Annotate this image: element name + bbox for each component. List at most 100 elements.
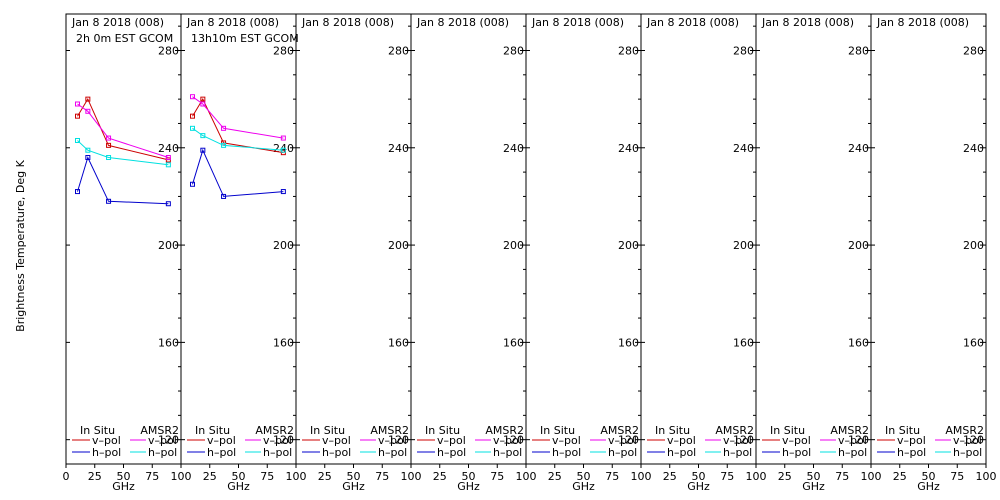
x-tick-label: 25 bbox=[318, 470, 332, 483]
panel-title: Jan 8 2018 (008) bbox=[301, 16, 394, 29]
x-axis-label: GHz bbox=[342, 480, 365, 493]
panel-3: Jan 8 2018 (008) 120 160 200 240 280 25 50 75 100… bbox=[295, 13, 422, 493]
x-axis-label: GHz bbox=[572, 480, 595, 493]
x-axis-label: GHz bbox=[457, 480, 480, 493]
data-point bbox=[280, 135, 286, 141]
y-tick-label: 120 bbox=[733, 434, 754, 447]
y-tick-label: 160 bbox=[963, 336, 984, 349]
legend-vpol-in-situ-label: v–pol bbox=[782, 434, 811, 447]
x-tick-label: 25 bbox=[663, 470, 677, 483]
legend-in-situ: In Situ bbox=[540, 424, 575, 437]
x-tick-label: 100 bbox=[746, 470, 767, 483]
y-tick-label: 160 bbox=[848, 336, 869, 349]
legend-hpol-in-situ-label: h–pol bbox=[782, 446, 811, 459]
x-axis-label: GHz bbox=[687, 480, 710, 493]
panel-title: Jan 8 2018 (008) bbox=[71, 16, 164, 29]
series-line-3 bbox=[77, 103, 169, 158]
legend-vpol-in-situ-label: v–pol bbox=[667, 434, 696, 447]
panel-7: Jan 8 2018 (008) 120 160 200 240 280 25 50 75 100… bbox=[755, 13, 882, 493]
data-point bbox=[221, 125, 227, 131]
panels: Jan 8 2018 (008) 2h 0m EST GCOM 120 160 200 2… bbox=[63, 13, 997, 493]
legend-in-situ: In Situ bbox=[655, 424, 690, 437]
data-point bbox=[106, 198, 112, 204]
data-point bbox=[200, 147, 206, 153]
x-tick-label: 75 bbox=[490, 470, 504, 483]
x-tick-label: 75 bbox=[950, 470, 964, 483]
x-tick-label: 50 bbox=[117, 470, 131, 483]
y-tick-label: 280 bbox=[273, 44, 294, 57]
panel-6: Jan 8 2018 (008) 120 160 200 240 280 25 50 75 100… bbox=[640, 13, 767, 493]
y-tick-label: 280 bbox=[618, 44, 639, 57]
y-tick-label: 160 bbox=[273, 336, 294, 349]
data-point bbox=[280, 189, 286, 195]
legend-vpol-amsr2-label: v–pol bbox=[378, 434, 407, 447]
panel-8: Jan 8 2018 (008) 120 160 200 240 280 25 50 75 100… bbox=[870, 13, 997, 493]
data-point bbox=[200, 133, 206, 139]
x-tick-label: 25 bbox=[893, 470, 907, 483]
y-tick-label: 160 bbox=[503, 336, 524, 349]
legend-hpol-in-situ-label: h–pol bbox=[92, 446, 121, 459]
y-tick-label: 200 bbox=[158, 239, 179, 252]
x-tick-label: 100 bbox=[286, 470, 307, 483]
y-tick-label: 240 bbox=[503, 142, 524, 155]
legend-hpol-amsr2-label: h–pol bbox=[608, 446, 637, 459]
y-tick-label: 280 bbox=[963, 44, 984, 57]
x-axis-label: GHz bbox=[802, 480, 825, 493]
legend-hpol-amsr2-label: h–pol bbox=[493, 446, 522, 459]
x-tick-label: 25 bbox=[88, 470, 102, 483]
x-tick-label: 75 bbox=[375, 470, 389, 483]
legend-in-situ: In Situ bbox=[770, 424, 805, 437]
legend-vpol-amsr2-label: v–pol bbox=[263, 434, 292, 447]
y-tick-label: 120 bbox=[388, 434, 409, 447]
y-tick-label: 160 bbox=[618, 336, 639, 349]
series-line-2 bbox=[192, 148, 284, 197]
panel-title: Jan 8 2018 (008) bbox=[761, 16, 854, 29]
legend-hpol-in-situ-label: h–pol bbox=[667, 446, 696, 459]
legend-hpol-in-situ-label: h–pol bbox=[437, 446, 466, 459]
y-tick-label: 240 bbox=[388, 142, 409, 155]
y-axis-label: Brightness Temperature, Deg K bbox=[14, 159, 27, 331]
y-tick-label: 200 bbox=[733, 239, 754, 252]
data-point bbox=[165, 155, 171, 161]
y-tick-label: 200 bbox=[963, 239, 984, 252]
y-tick-label: 200 bbox=[618, 239, 639, 252]
data-point bbox=[75, 101, 80, 107]
legend-vpol-amsr2-label: v–pol bbox=[608, 434, 637, 447]
data-point bbox=[85, 147, 91, 153]
legend-hpol-amsr2-label: h–pol bbox=[723, 446, 752, 459]
y-tick-label: 200 bbox=[388, 239, 409, 252]
y-tick-label: 280 bbox=[388, 44, 409, 57]
y-tick-label: 240 bbox=[158, 142, 179, 155]
legend-hpol-amsr2-label: h–pol bbox=[378, 446, 407, 459]
legend-hpol-amsr2-label: h–pol bbox=[263, 446, 292, 459]
data-point bbox=[200, 96, 206, 102]
y-tick-label: 120 bbox=[158, 434, 179, 447]
data-point bbox=[85, 108, 91, 114]
legend-amsr2: AMSR2 bbox=[945, 424, 984, 437]
legend-vpol-in-situ-label: v–pol bbox=[437, 434, 466, 447]
y-tick-label: 240 bbox=[618, 142, 639, 155]
legend-vpol-amsr2-label: v–pol bbox=[953, 434, 982, 447]
legend-amsr2: AMSR2 bbox=[715, 424, 754, 437]
x-axis-label: GHz bbox=[917, 480, 940, 493]
legend-vpol-amsr2-label: v–pol bbox=[148, 434, 177, 447]
legend-hpol-in-situ-label: h–pol bbox=[207, 446, 236, 459]
legend-in-situ: In Situ bbox=[885, 424, 920, 437]
panel-title: Jan 8 2018 (008) bbox=[186, 16, 279, 29]
x-tick-label: 100 bbox=[516, 470, 537, 483]
x-tick-label: 0 bbox=[63, 470, 70, 483]
x-axis-label: GHz bbox=[227, 480, 250, 493]
data-point bbox=[200, 101, 206, 107]
x-tick-label: 25 bbox=[433, 470, 447, 483]
legend-amsr2: AMSR2 bbox=[830, 424, 869, 437]
legend-amsr2: AMSR2 bbox=[485, 424, 524, 437]
legend-vpol-amsr2-label: v–pol bbox=[493, 434, 522, 447]
x-tick-label: 50 bbox=[232, 470, 246, 483]
legend-vpol-in-situ-label: v–pol bbox=[92, 434, 121, 447]
legend-in-situ: In Situ bbox=[425, 424, 460, 437]
data-point bbox=[75, 189, 80, 195]
legend-in-situ: In Situ bbox=[310, 424, 345, 437]
panel-subtitle: 13h10m EST GCOM bbox=[191, 32, 299, 45]
panel-title: Jan 8 2018 (008) bbox=[876, 16, 969, 29]
